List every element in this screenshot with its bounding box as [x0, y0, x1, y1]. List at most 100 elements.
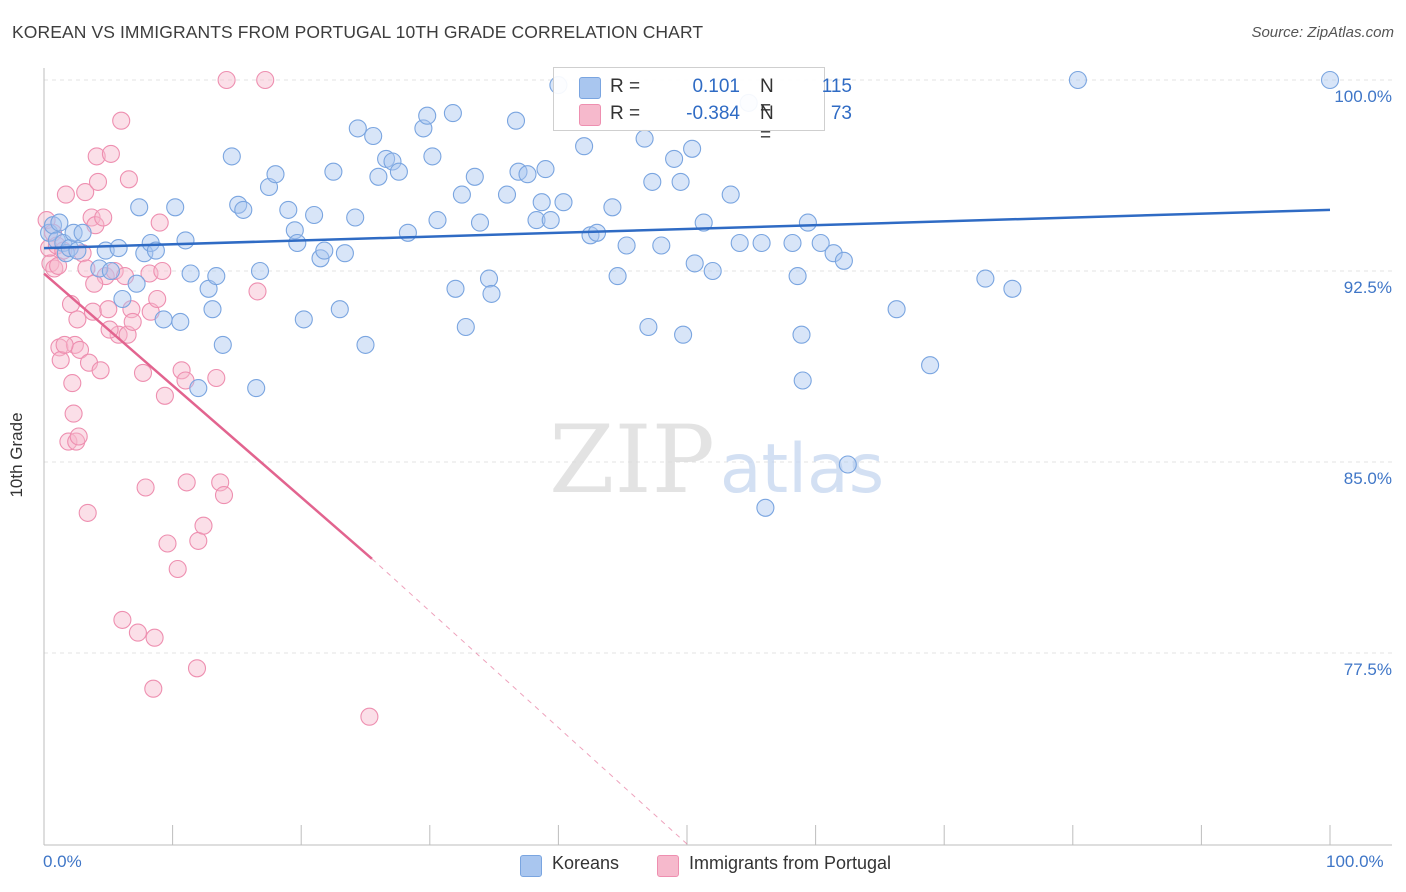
- portugal-point: [145, 628, 164, 647]
- y-axis-label: 10th Grade: [7, 412, 26, 498]
- korean-point: [793, 371, 812, 390]
- portugal-point: [217, 70, 236, 90]
- portugal-points: [37, 70, 379, 726]
- korean-point: [497, 185, 517, 204]
- korean-point: [456, 317, 475, 337]
- legend-swatch-koreans: [520, 855, 542, 877]
- portugal-point: [177, 473, 196, 492]
- korean-point: [443, 104, 462, 123]
- korean-point: [465, 167, 484, 186]
- korean-point: [470, 213, 490, 232]
- korean-point: [146, 241, 165, 260]
- portugal-point: [64, 404, 83, 423]
- korean-point: [229, 195, 248, 214]
- legend-r-value: -0.384: [686, 103, 740, 124]
- korean-point: [532, 193, 551, 212]
- portugal-point: [55, 335, 74, 354]
- korean-point: [683, 139, 702, 158]
- portugal-point: [77, 259, 96, 278]
- source-label: Source: ZipAtlas.com: [1251, 24, 1394, 41]
- korean-point: [788, 267, 807, 286]
- korean-point: [109, 239, 128, 258]
- korean-point: [203, 300, 222, 319]
- portugal-point: [83, 302, 102, 321]
- x-tick-label-min: 0.0%: [43, 852, 82, 871]
- korean-point: [652, 236, 671, 255]
- korean-point: [730, 233, 749, 253]
- korean-point: [207, 267, 226, 286]
- korean-point: [921, 356, 940, 375]
- portugal-point: [69, 427, 88, 446]
- korean-point: [181, 264, 200, 283]
- korean-point: [294, 310, 313, 329]
- korean-point: [305, 205, 324, 225]
- korean-point: [1320, 70, 1340, 90]
- korean-point: [288, 233, 307, 253]
- korean-point: [113, 289, 132, 309]
- portugal-point: [150, 213, 169, 232]
- korean-point: [518, 165, 537, 184]
- portugal-point: [101, 144, 120, 163]
- korean-point: [694, 213, 713, 232]
- korean-point: [90, 259, 109, 278]
- portugal-point: [136, 478, 155, 497]
- grid: [44, 79, 1392, 654]
- portugal-point: [207, 368, 226, 388]
- korean-point: [674, 325, 693, 344]
- korean-point: [389, 162, 408, 181]
- korean-point: [798, 213, 817, 232]
- korean-point: [266, 165, 285, 184]
- legend-r-label: R =: [610, 103, 641, 124]
- portugal-point: [68, 310, 87, 329]
- korean-point: [398, 223, 417, 242]
- series-legend: Koreans Immigrants from Portugal: [0, 852, 1406, 878]
- korean-point: [536, 160, 555, 179]
- portugal-point: [99, 300, 118, 319]
- y-tick-label: 85.0%: [1343, 469, 1392, 488]
- korean-point: [506, 111, 526, 130]
- portugal-point: [51, 351, 70, 370]
- legend-label-koreans: Koreans: [552, 853, 620, 873]
- korean-point: [428, 211, 447, 230]
- legend-n-label: N =: [760, 103, 774, 146]
- korean-point: [617, 236, 636, 255]
- korean-point: [279, 200, 298, 219]
- portugal-point: [59, 432, 78, 451]
- korean-point: [838, 455, 857, 474]
- korean-point: [665, 149, 684, 168]
- legend-swatch-koreans: [579, 77, 601, 99]
- korean-point: [418, 106, 437, 125]
- korean-point: [635, 129, 654, 148]
- korean-point: [479, 269, 499, 288]
- korean-point: [130, 198, 149, 217]
- portugal-point: [194, 516, 213, 535]
- watermark: ZIP atlas: [549, 406, 884, 515]
- portugal-trendline-extension: [371, 558, 688, 845]
- watermark-zip: ZIP: [549, 406, 715, 515]
- chart-title: KOREAN VS IMMIGRANTS FROM PORTUGAL 10TH …: [12, 22, 704, 42]
- portugal-point: [158, 534, 177, 553]
- korean-point: [643, 172, 662, 191]
- korean-point: [671, 172, 690, 191]
- korean-point: [166, 198, 185, 217]
- portugal-point: [148, 289, 167, 309]
- korean-point: [721, 185, 740, 204]
- portugal-point: [119, 170, 138, 189]
- portugal-point: [214, 486, 234, 505]
- korean-point: [446, 279, 465, 298]
- portugal-point: [78, 503, 97, 522]
- korean-point: [324, 162, 343, 181]
- portugal-point: [360, 707, 379, 726]
- korean-point: [73, 223, 92, 242]
- watermark-atlas: atlas: [720, 430, 884, 509]
- korean-point: [1003, 279, 1022, 298]
- x-tick-label-max: 100.0%: [1326, 852, 1384, 871]
- portugal-point: [65, 335, 84, 354]
- korean-point: [608, 267, 627, 286]
- legend-r-label: R =: [610, 76, 641, 97]
- portugal-point: [85, 274, 104, 293]
- koreans-trendline: [43, 208, 1331, 250]
- portugal-point: [153, 261, 172, 281]
- korean-point: [348, 119, 367, 138]
